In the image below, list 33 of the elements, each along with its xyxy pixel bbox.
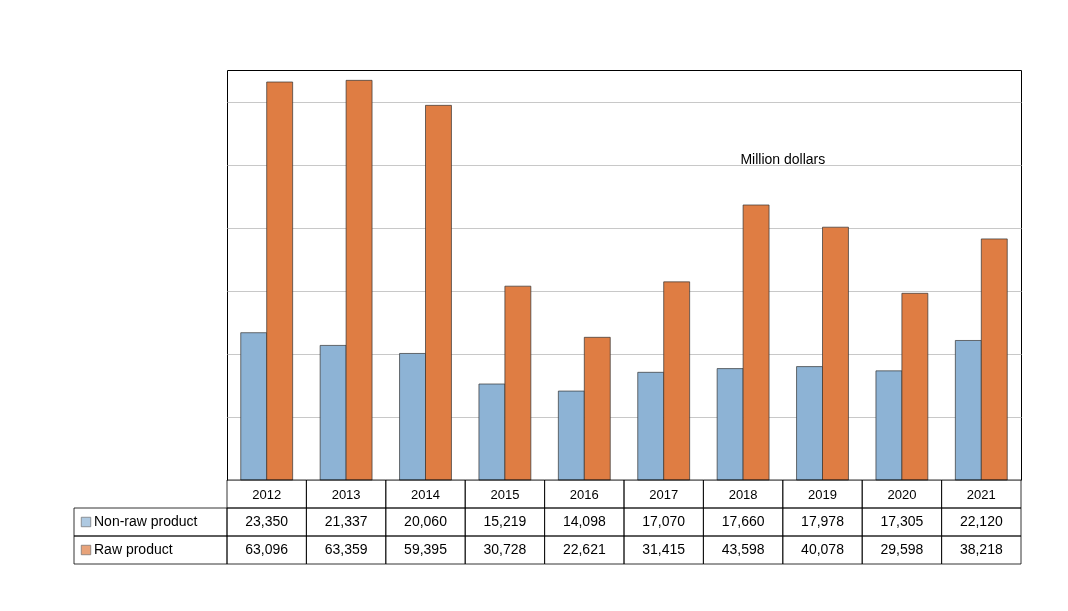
data-label: 59,395	[404, 541, 448, 557]
annotation: Million dollars	[740, 151, 826, 167]
x-tick-label: 2018	[728, 486, 758, 502]
data-label: 23,350	[245, 513, 289, 529]
data-label: 14,098	[562, 513, 606, 529]
x-tick-label: 2012	[252, 486, 282, 502]
data-label: 63,359	[324, 541, 368, 557]
legend-label: Raw product	[94, 541, 173, 557]
x-tick-label: 2016	[569, 486, 599, 502]
x-tick-label: 2015	[490, 486, 520, 502]
data-label: 17,978	[801, 513, 845, 529]
data-label: 17,660	[721, 513, 765, 529]
legend-label: Non-raw product	[94, 513, 198, 529]
x-tick-label: 2021	[966, 486, 996, 502]
data-label: 22,120	[959, 513, 1003, 529]
data-label: 17,070	[642, 513, 686, 529]
data-label: 15,219	[483, 513, 527, 529]
data-label: 31,415	[642, 541, 686, 557]
x-tick-label: 2019	[808, 486, 837, 502]
data-label: 43,598	[721, 541, 765, 557]
data-label: 17,305	[880, 513, 924, 529]
data-label: 20,060	[404, 513, 448, 529]
data-label: 21,337	[324, 513, 368, 529]
x-tick-label: 2020	[887, 486, 917, 502]
x-tick-label: 2014	[411, 486, 440, 502]
x-tick-label: 2013	[331, 486, 361, 502]
data-label: 30,728	[483, 541, 527, 557]
data-label: 40,078	[801, 541, 845, 557]
x-tick-label: 2017	[649, 486, 679, 502]
data-label: 29,598	[880, 541, 924, 557]
data-label: 63,096	[245, 541, 289, 557]
data-label: 38,218	[959, 541, 1003, 557]
data-label: 22,621	[562, 541, 606, 557]
